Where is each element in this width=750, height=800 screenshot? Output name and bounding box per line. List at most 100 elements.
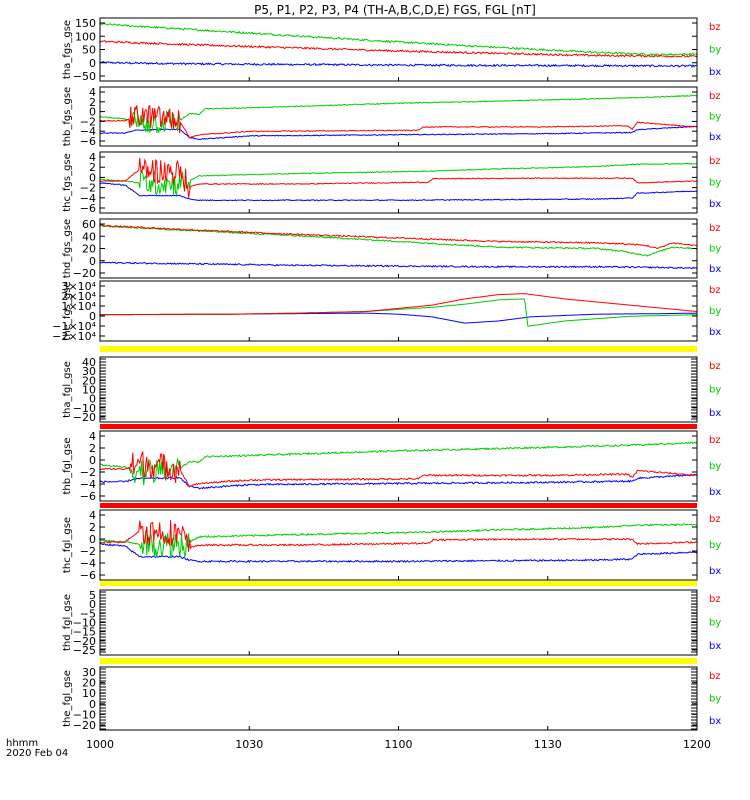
y-axis-label: thc_fgs_gse bbox=[62, 153, 73, 212]
x-axis: 1000 1030 1100 1130 1200 bbox=[86, 77, 711, 751]
y-tick-label: 2 bbox=[89, 161, 96, 174]
y-tick-label: 10 bbox=[82, 384, 96, 397]
y-tick-label: −1×10⁴ bbox=[52, 320, 96, 333]
y-tick-label: −6 bbox=[80, 569, 96, 582]
y-tick-label: −25 bbox=[73, 644, 96, 657]
y-tick-label: −20 bbox=[73, 719, 96, 732]
y-tick-label: −20 bbox=[73, 635, 96, 648]
legend-entry-by: by bbox=[709, 306, 721, 317]
series-line-bx bbox=[100, 60, 697, 68]
y-tick-label: 30 bbox=[82, 666, 96, 679]
series-line-bx bbox=[100, 261, 697, 270]
y-tick-label: −6 bbox=[80, 490, 96, 503]
panel-frame bbox=[99, 218, 698, 279]
y-tick-label: 0 bbox=[89, 310, 96, 323]
y-tick-label: −2 bbox=[80, 182, 96, 195]
y-axis-label: tha_fgs_gse bbox=[62, 20, 73, 79]
y-tick-label: −2 bbox=[80, 545, 96, 558]
legend-entry-by: by bbox=[709, 461, 721, 472]
legend-entry-bx: bx bbox=[709, 641, 721, 652]
y-tick-label: 10 bbox=[82, 687, 96, 700]
separator-bar bbox=[100, 658, 697, 664]
y-tick-label: −2×10⁴ bbox=[52, 330, 96, 343]
y-tick-label: 1×10⁴ bbox=[61, 300, 96, 313]
panel-frame bbox=[99, 356, 698, 423]
y-tick-label: 20 bbox=[82, 243, 96, 256]
y-tick-label: 4 bbox=[89, 151, 96, 164]
legend-entry-bx: bx bbox=[709, 132, 721, 143]
y-tick-label: 100 bbox=[75, 30, 96, 43]
legend-entry-bx: bx bbox=[709, 327, 721, 338]
y-tick-label: 4 bbox=[89, 86, 96, 99]
separator-bar bbox=[100, 424, 697, 429]
y-tick-label: 4 bbox=[89, 509, 96, 522]
legend-entry-bz: bz bbox=[709, 435, 721, 446]
y-tick-label: 150 bbox=[75, 17, 96, 30]
legend-entry-bz: bz bbox=[709, 514, 721, 525]
series-line-bx bbox=[100, 182, 697, 202]
series-line-bx bbox=[100, 473, 697, 490]
y-axis-label: thd_fgl_gse bbox=[62, 594, 73, 651]
legend-entry-by: by bbox=[709, 45, 721, 56]
panel-frame bbox=[99, 666, 698, 731]
y-tick-label: 5 bbox=[89, 589, 96, 602]
series-line-by bbox=[100, 441, 697, 486]
y-tick-label: −4 bbox=[80, 125, 96, 138]
series-line-by bbox=[100, 22, 697, 57]
legend-entry-by: by bbox=[709, 244, 721, 255]
y-tick-label: 0 bbox=[89, 454, 96, 467]
x-axis-date-label: 2020 Feb 04 bbox=[6, 748, 68, 759]
y-tick-label: 3×10⁴ bbox=[61, 280, 96, 293]
panel-frame bbox=[99, 589, 698, 656]
y-tick-label: 2 bbox=[89, 521, 96, 534]
legend-entry-bx: bx bbox=[709, 487, 721, 498]
y-tick-label: 0 bbox=[89, 698, 96, 711]
legend-entry-bz: bz bbox=[709, 594, 721, 605]
legend-entry-bz: bz bbox=[709, 671, 721, 682]
panel-frame bbox=[99, 430, 698, 502]
y-tick-label: −4 bbox=[80, 192, 96, 205]
y-tick-label: 0 bbox=[89, 393, 96, 406]
series-line-by bbox=[100, 523, 697, 559]
x-tick-label: 1030 bbox=[235, 738, 263, 751]
series-line-bx bbox=[100, 542, 697, 564]
y-tick-label: −2 bbox=[80, 115, 96, 128]
y-tick-label: −2 bbox=[80, 466, 96, 479]
y-tick-label: −15 bbox=[73, 626, 96, 639]
y-axis-label: thb_fgs_gse bbox=[62, 87, 73, 146]
y-tick-label: 0 bbox=[89, 106, 96, 119]
y-tick-label: 20 bbox=[82, 677, 96, 690]
y-tick-label: 50 bbox=[82, 44, 96, 57]
series-line-by bbox=[100, 94, 697, 134]
y-tick-label: −10 bbox=[73, 617, 96, 630]
y-tick-label: −4 bbox=[80, 557, 96, 570]
series-line-bz bbox=[100, 520, 697, 552]
panel-frame bbox=[99, 17, 698, 82]
y-axis-label: thb_fgl_gse bbox=[62, 438, 73, 495]
chart-panel: 420−2−4−6 thc_fgs_gse bz by bx bbox=[62, 151, 721, 215]
chart-panel: 420−2−4−6 thb_fgs_gse bz by bx bbox=[62, 86, 721, 148]
y-tick-label: 2 bbox=[89, 442, 96, 455]
series-line-bz bbox=[100, 104, 697, 139]
y-tick-label: 40 bbox=[82, 356, 96, 369]
legend-entry-by: by bbox=[709, 540, 721, 551]
y-tick-label: 0 bbox=[89, 171, 96, 184]
legend-entry-bz: bz bbox=[709, 156, 721, 167]
legend-entry-by: by bbox=[709, 385, 721, 396]
y-tick-label: −10 bbox=[73, 708, 96, 721]
legend-entry-bx: bx bbox=[709, 199, 721, 210]
y-tick-label: −20 bbox=[73, 267, 96, 280]
y-tick-label: 60 bbox=[82, 218, 96, 231]
legend-entry-bz: bz bbox=[709, 285, 721, 296]
x-tick-label: 1130 bbox=[534, 738, 562, 751]
series-line-bz bbox=[100, 157, 697, 198]
x-tick-label: 1200 bbox=[683, 738, 711, 751]
y-tick-label: −6 bbox=[80, 135, 96, 148]
y-axis-label: thc_fgl_gse bbox=[62, 517, 73, 573]
